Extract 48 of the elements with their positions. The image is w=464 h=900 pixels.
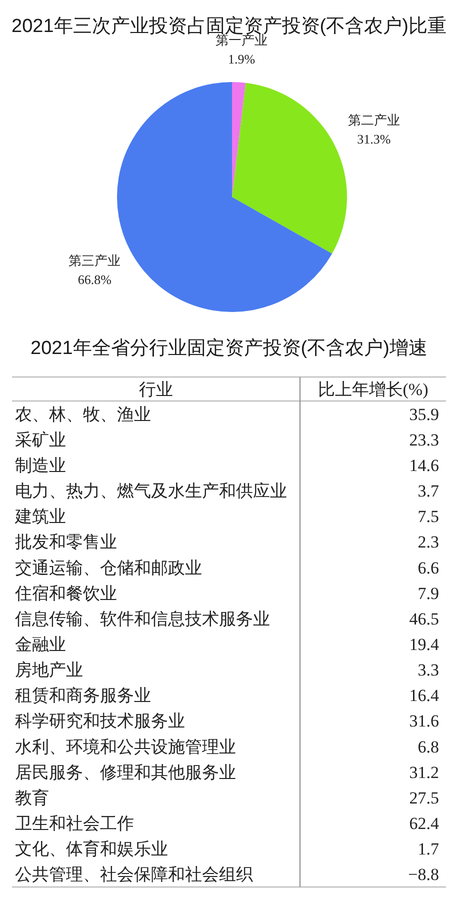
data-label: 1.7 — [418, 840, 440, 859]
data-label: 1.9% — [228, 51, 256, 66]
data-label: 19.4 — [409, 635, 440, 654]
data-label: 46.5 — [409, 609, 439, 628]
category-label: 公共管理、社会保障和社会组织 — [15, 865, 253, 884]
data-label: 2.3 — [418, 532, 439, 552]
data-label: 35.9 — [409, 404, 439, 424]
category-label: 批发和零售业 — [15, 532, 117, 552]
data-label: 14.6 — [409, 456, 439, 475]
category-label: 住宿和餐饮业 — [14, 584, 117, 603]
slice-label: 第三产业 — [68, 253, 121, 268]
pie-slice — [232, 82, 246, 197]
category-label: 文化、体育和娱乐业 — [15, 840, 168, 859]
text: 2021年全省分行业固定资产投资(不含农户)增速 — [30, 337, 428, 359]
category-label: 租赁和商务服务业 — [15, 686, 151, 706]
data-label: 3.3 — [418, 660, 439, 680]
category-label: 卫生和社会工作 — [15, 814, 134, 834]
category-label: 教育 — [15, 788, 49, 808]
category-label: 金融业 — [15, 635, 66, 654]
category-label: 建筑业 — [14, 507, 66, 526]
category-label: 交通运输、仓储和邮政业 — [15, 558, 202, 578]
data-label: 31.2 — [409, 762, 439, 782]
category-label: 信息传输、软件和信息技术服务业 — [15, 609, 270, 628]
data-label: 27.5 — [409, 788, 439, 808]
category-label: 电力、热力、燃气及水生产和供应业 — [15, 482, 287, 501]
pie-slice — [232, 82, 347, 254]
data-label: 62.4 — [409, 814, 440, 834]
category-label: 制造业 — [15, 456, 66, 475]
text: 比上年增长(%) — [318, 380, 428, 399]
data-label: 6.6 — [418, 558, 439, 578]
data-label: 66.8% — [78, 272, 112, 288]
category-label: 水利、环境和公共设施管理业 — [15, 737, 236, 756]
category-label: 农、林、牧、渔业 — [15, 404, 151, 424]
data-label: 6.8 — [418, 737, 439, 756]
data-label: 23.3 — [409, 430, 439, 450]
data-label: 7.9 — [418, 584, 439, 603]
category-label: 房地产业 — [15, 660, 83, 680]
slice-label: 第二产业 — [348, 112, 400, 128]
category-label: 居民服务、修理和其他服务业 — [15, 762, 236, 782]
category-label: 采矿业 — [15, 430, 66, 450]
data-label: 31.6 — [409, 712, 439, 731]
data-label: 7.5 — [418, 507, 439, 526]
data-label: 16.4 — [409, 686, 440, 706]
data-label: 3.7 — [418, 482, 440, 501]
text: 行业 — [139, 380, 173, 399]
data-label: −8.8 — [408, 865, 439, 884]
category-label: 科学研究和技术服务业 — [15, 712, 185, 731]
data-label: 31.3% — [357, 132, 391, 147]
